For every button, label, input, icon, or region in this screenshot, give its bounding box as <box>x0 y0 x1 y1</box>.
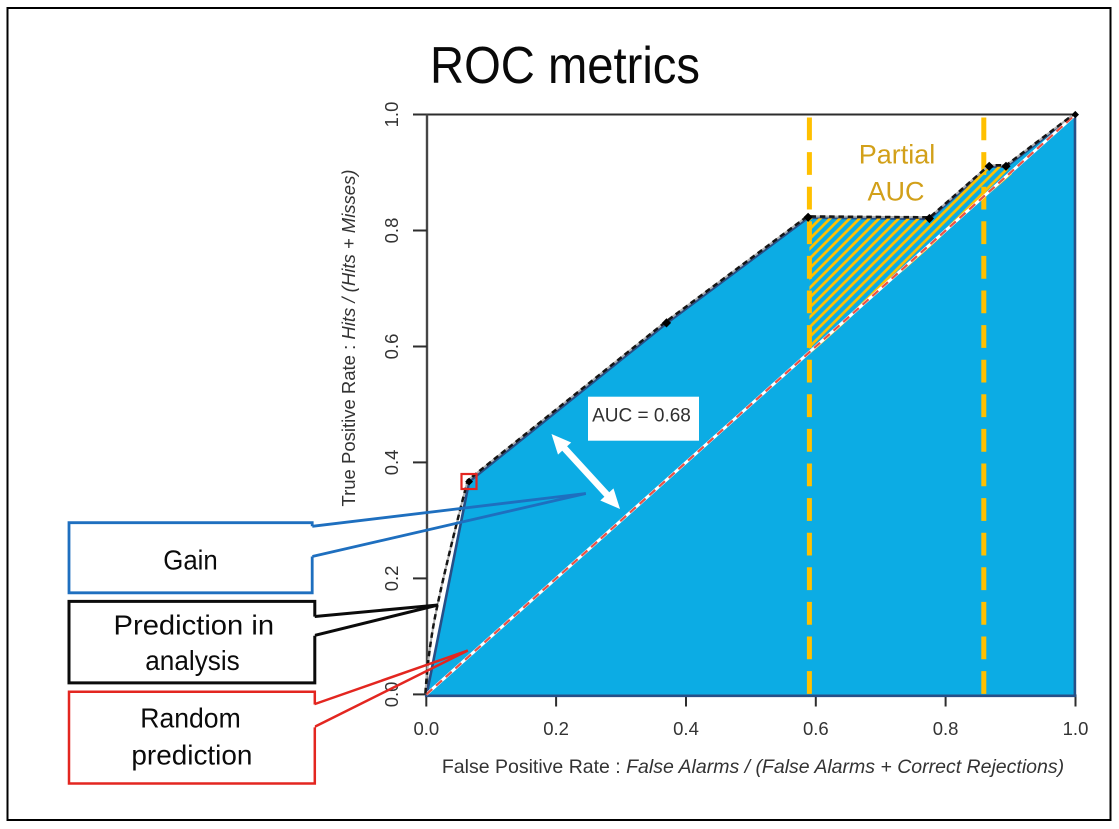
svg-text:analysis: analysis <box>145 645 240 676</box>
svg-text:0.8: 0.8 <box>933 718 959 739</box>
svg-text:False Positive Rate : False Al: False Positive Rate : False Alarms / (Fa… <box>442 756 1064 778</box>
svg-text:0.4: 0.4 <box>381 450 402 476</box>
svg-text:ROC metrics: ROC metrics <box>430 37 700 95</box>
svg-text:Prediction in: Prediction in <box>114 610 275 641</box>
svg-text:0.0: 0.0 <box>413 718 439 739</box>
svg-text:Gain: Gain <box>163 544 218 575</box>
svg-text:0.6: 0.6 <box>381 334 402 360</box>
svg-text:0.4: 0.4 <box>673 718 699 739</box>
svg-text:AUC = 0.68: AUC = 0.68 <box>592 406 691 427</box>
svg-text:0.2: 0.2 <box>381 566 402 592</box>
svg-text:0.0: 0.0 <box>381 682 402 708</box>
svg-text:True Positive Rate : Hits / (H: True Positive Rate : Hits / (Hits + Miss… <box>338 169 359 506</box>
svg-text:prediction: prediction <box>131 739 252 770</box>
svg-text:1.0: 1.0 <box>1063 718 1089 739</box>
svg-text:AUC: AUC <box>867 177 924 207</box>
svg-text:1.0: 1.0 <box>381 102 402 128</box>
svg-text:0.8: 0.8 <box>381 218 402 244</box>
svg-text:Random: Random <box>140 702 241 733</box>
svg-text:0.2: 0.2 <box>543 718 569 739</box>
svg-text:0.6: 0.6 <box>803 718 829 739</box>
svg-text:Partial: Partial <box>859 140 936 170</box>
